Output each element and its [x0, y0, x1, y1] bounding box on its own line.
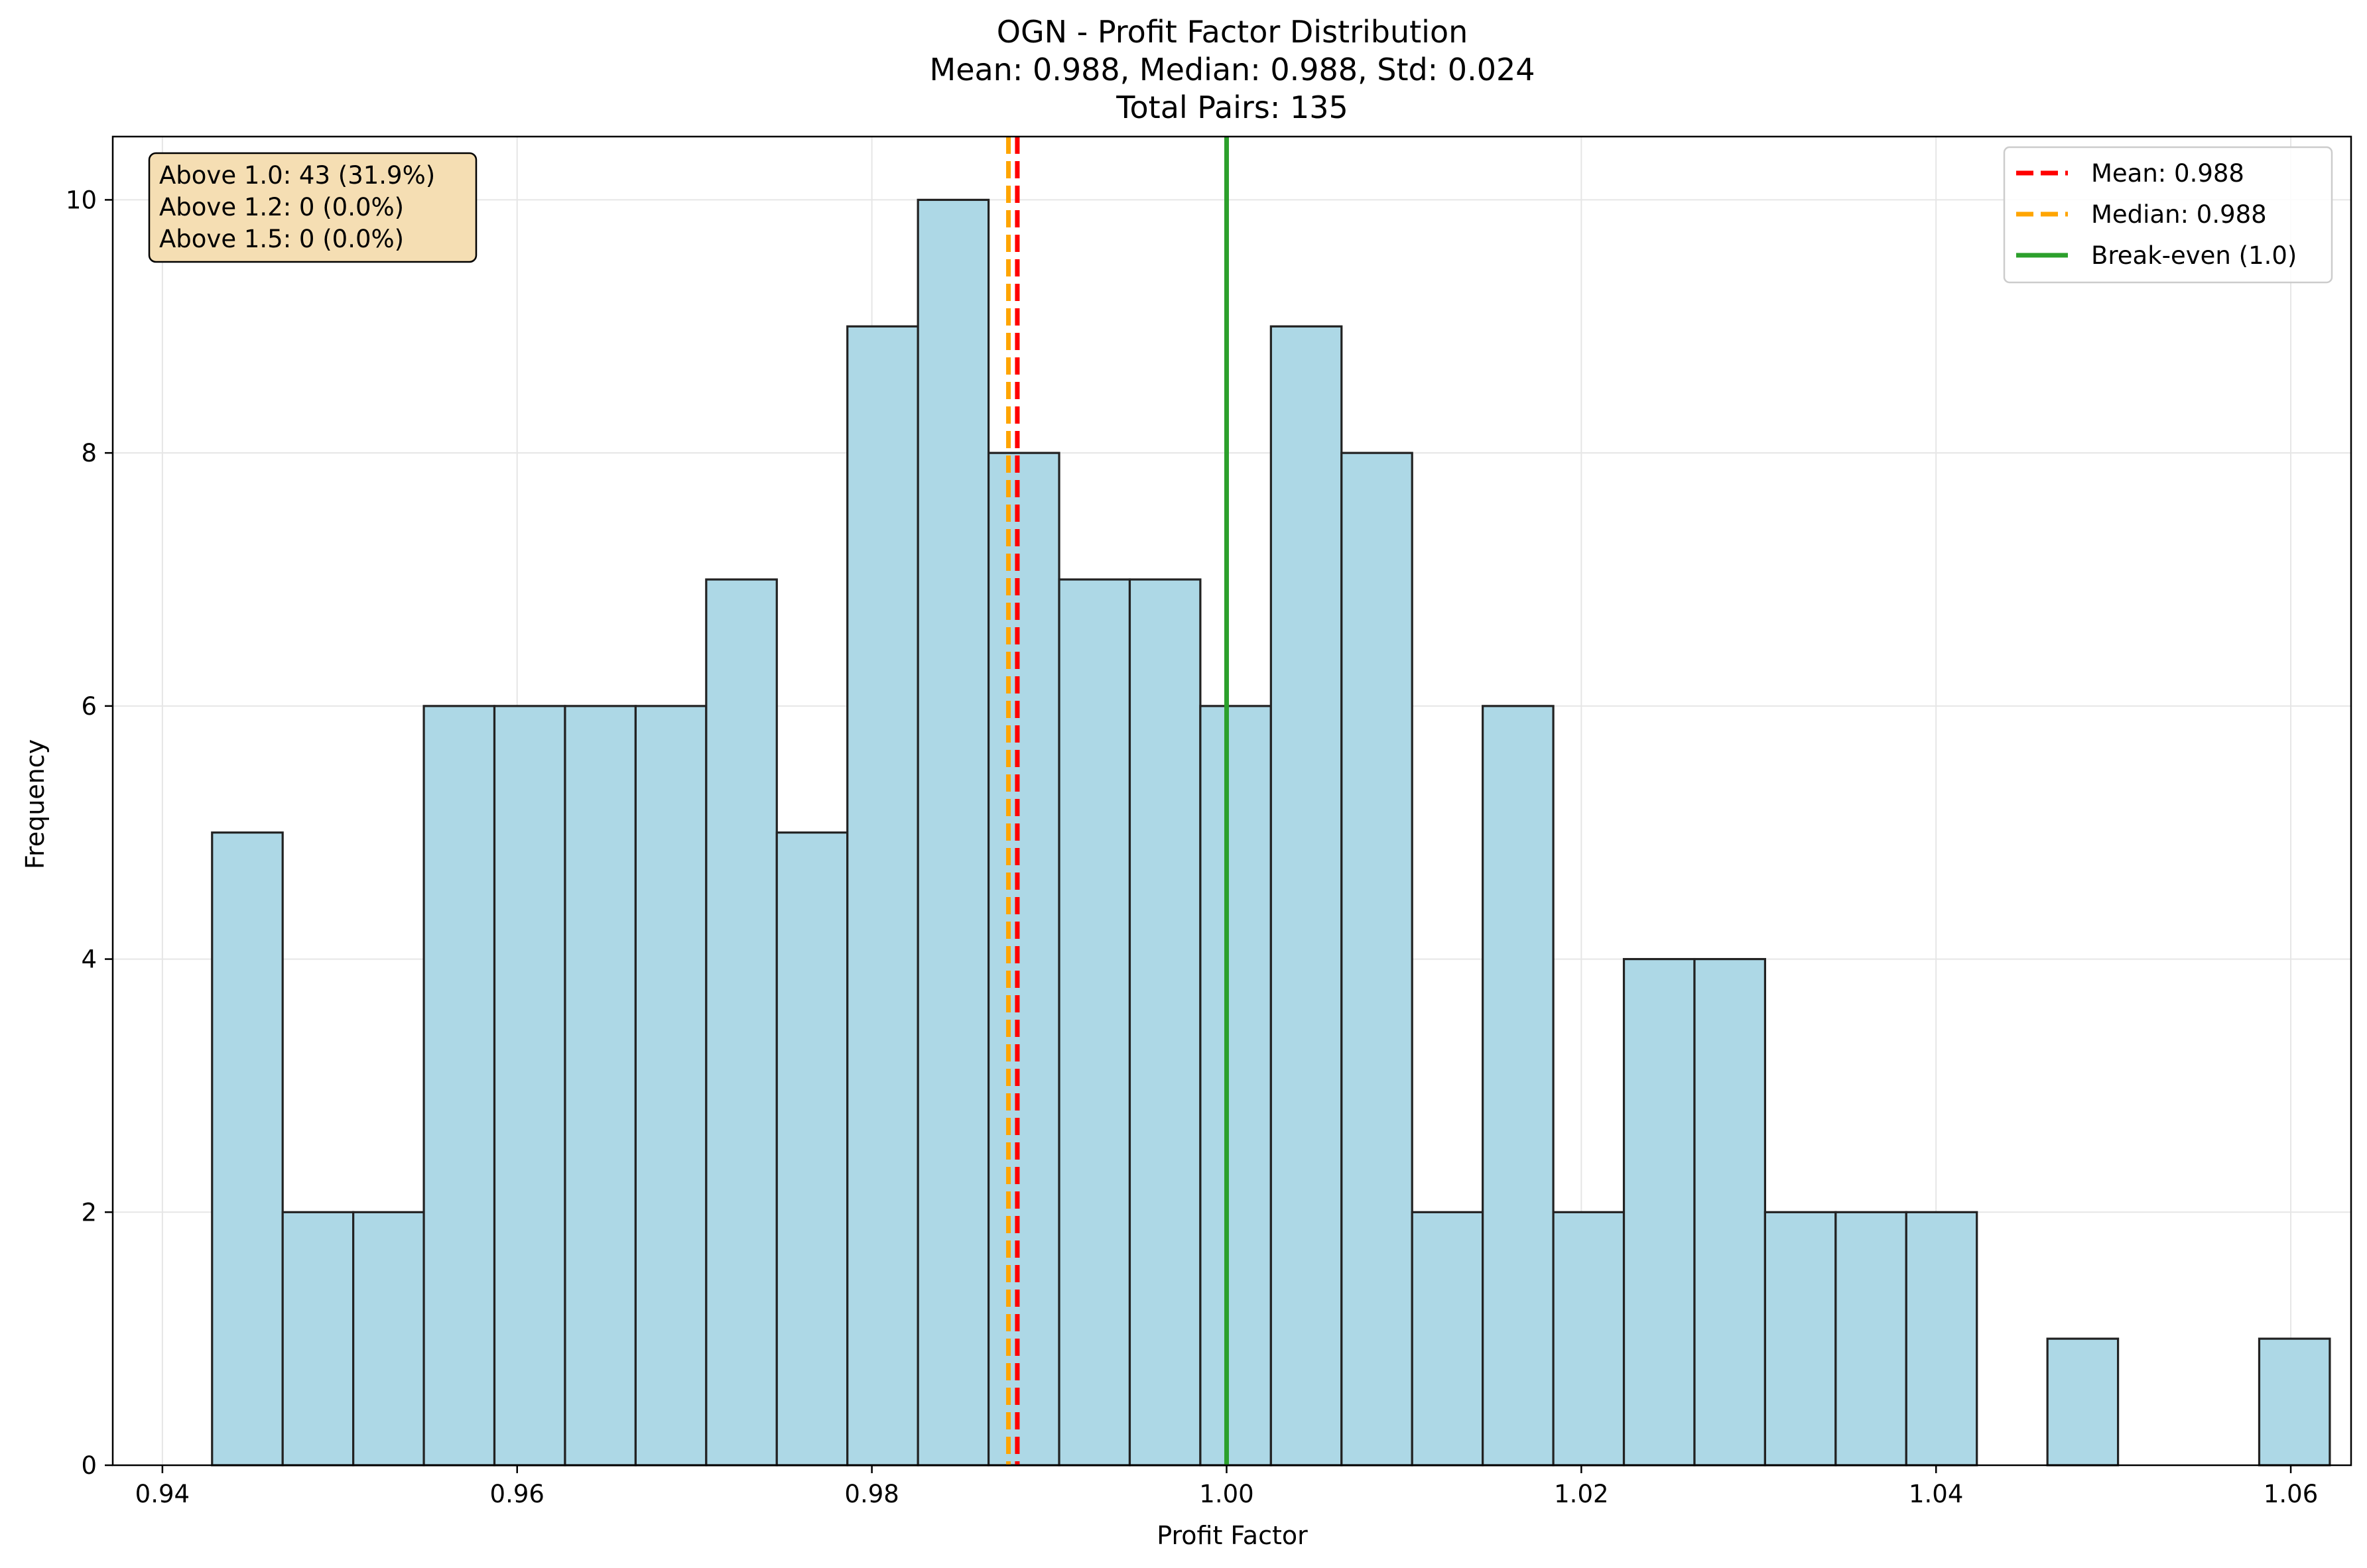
y-tick-label-2: 4	[81, 945, 97, 974]
histogram-bar-18	[1482, 705, 1555, 1467]
histogram-bar-20	[1622, 957, 1696, 1467]
y-tick-label-5: 10	[66, 186, 97, 214]
plot-frame	[111, 135, 2352, 1467]
stats-box-background	[148, 152, 478, 263]
histogram-bar-19	[1552, 1211, 1626, 1467]
histogram-bar-17	[1411, 1211, 1484, 1467]
histogram-bar-24	[1905, 1211, 1978, 1467]
chart-title: OGN - Profit Factor Distribution	[997, 14, 1468, 50]
chart-subtitle-total: Total Pairs: 135	[1116, 90, 1348, 125]
histogram-bar-29	[2258, 1337, 2331, 1467]
x-tick-label-0: 0.94	[135, 1480, 190, 1508]
y-tick-label-3: 6	[81, 692, 97, 721]
histogram-bar-16	[1340, 452, 1413, 1467]
histogram-bar-26	[2046, 1337, 2120, 1467]
histogram-bar-3	[422, 705, 496, 1467]
stats-line-above-1-5: Above 1.5: 0 (0.0%)	[159, 225, 404, 253]
legend-label-break-even: Break-even (1.0)	[2091, 241, 2297, 270]
x-tick-label-5: 1.04	[1909, 1480, 1963, 1508]
stats-line-above-1-2: Above 1.2: 0 (0.0%)	[159, 193, 404, 221]
axes	[111, 135, 2352, 1467]
legend-label-median: Median: 0.988	[2091, 200, 2267, 229]
histogram-bar-22	[1763, 1211, 1837, 1467]
x-axis-ticks: 0.94 0.96 0.98 1.00 1.02 1.04 1.06	[135, 1465, 2318, 1508]
histogram-bar-6	[634, 705, 708, 1467]
legend-label-mean: Mean: 0.988	[2091, 159, 2244, 188]
histogram-bar-15	[1269, 325, 1343, 1467]
histogram-bars	[211, 198, 2331, 1467]
y-tick-label-4: 8	[81, 439, 97, 467]
histogram-bar-14	[1199, 705, 1272, 1467]
stats-line-above-1-0: Above 1.0: 43 (31.9%)	[159, 161, 435, 190]
x-tick-label-4: 1.02	[1554, 1480, 1608, 1508]
histogram-bar-10	[917, 198, 990, 1467]
stats-box: Above 1.0: 43 (31.9%) Above 1.2: 0 (0.0%…	[148, 152, 478, 263]
y-axis-label: Frequency	[21, 739, 50, 869]
histogram-bar-7	[705, 578, 778, 1467]
x-tick-label-3: 1.00	[1199, 1480, 1253, 1508]
histogram-bar-2	[352, 1211, 425, 1467]
histogram-bar-9	[846, 325, 919, 1467]
histogram-bar-11	[987, 452, 1060, 1467]
histogram-bar-4	[493, 705, 566, 1467]
x-tick-label-1: 0.96	[490, 1480, 544, 1508]
histogram-bar-12	[1058, 578, 1131, 1467]
legend: Mean: 0.988 Median: 0.988 Break-even (1.…	[2003, 146, 2333, 284]
reference-lines	[1006, 137, 1229, 1465]
y-axis-ticks: 0 2 4 6 8 10	[66, 186, 113, 1480]
y-tick-label-1: 2	[81, 1198, 97, 1227]
legend-frame	[2003, 146, 2333, 284]
histogram-bar-8	[775, 831, 849, 1467]
histogram-bar-0	[211, 831, 284, 1467]
x-axis-label: Profit Factor	[1157, 1521, 1308, 1550]
histogram-bar-23	[1834, 1211, 1907, 1467]
y-tick-label-0: 0	[81, 1451, 97, 1480]
x-tick-label-2: 0.98	[844, 1480, 899, 1508]
x-tick-label-6: 1.06	[2264, 1480, 2318, 1508]
histogram-bar-5	[564, 705, 637, 1467]
histogram-bar-21	[1693, 957, 1767, 1467]
histogram-bar-1	[281, 1211, 355, 1467]
chart-subtitle-stats: Mean: 0.988, Median: 0.988, Std: 0.024	[930, 52, 1535, 88]
histogram-bar-13	[1128, 578, 1202, 1467]
